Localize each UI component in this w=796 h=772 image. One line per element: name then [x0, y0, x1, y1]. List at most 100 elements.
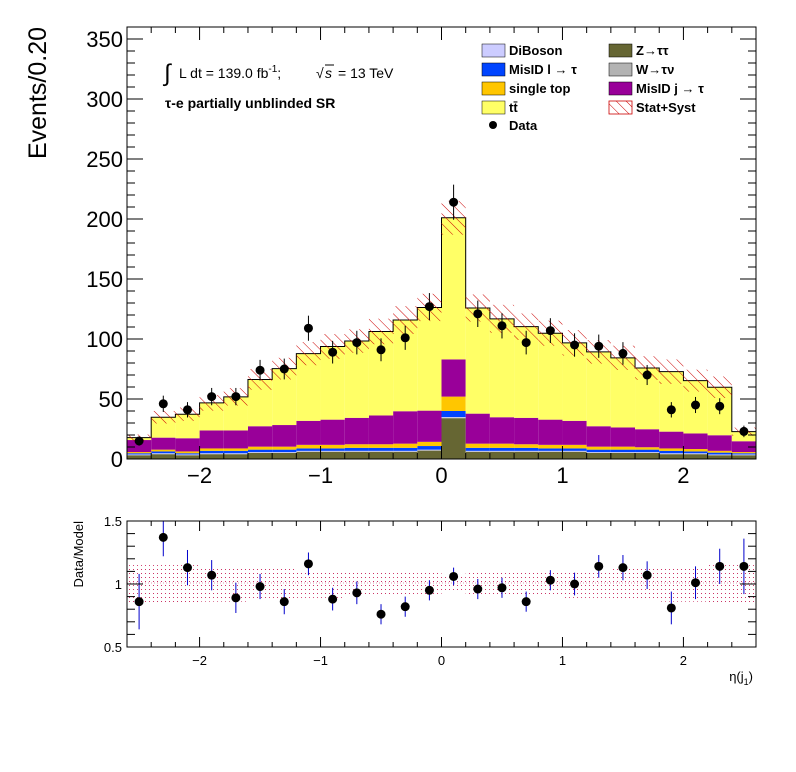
bar-z--18: [562, 451, 587, 459]
bar-single-top-25: [731, 452, 756, 454]
bar-tt--12: [417, 307, 442, 411]
bar-diboson-24: [707, 454, 732, 456]
bar-diboson-6: [272, 452, 297, 453]
bar-z--16: [514, 451, 539, 459]
legend: DiBoson MisID l → τ single top tt̄ Data …: [481, 43, 704, 133]
data-point-24: [715, 401, 725, 411]
legend-label-misid-j: MisID j → τ: [636, 81, 704, 96]
data-point-17: [545, 326, 555, 336]
bar-misid-j--17: [538, 419, 563, 445]
bar-single-top-21: [635, 447, 660, 450]
bar-misid-j--3: [199, 430, 224, 449]
legend-label-wtaunu: W→τν: [636, 62, 674, 77]
legend-label-data: Data: [509, 118, 538, 133]
bar-misid-j--18: [562, 420, 587, 445]
ratio-point-16: [521, 597, 531, 607]
y-tick-label: 350: [86, 27, 123, 52]
x-tick-label: −1: [308, 463, 333, 488]
bar-diboson-3: [199, 453, 224, 454]
x-axis-label: η(j1): [729, 669, 753, 687]
integral-sign: ∫: [162, 60, 172, 87]
ratio-point-11: [400, 602, 410, 612]
data-point-18: [570, 340, 580, 350]
data-point-6: [279, 364, 289, 374]
bar-misid-j--19: [586, 426, 611, 447]
bar-single-top-12: [417, 441, 442, 447]
legend-swatch-diboson: [481, 43, 506, 58]
bar-tt--19: [586, 351, 611, 427]
ratio-point-15: [497, 583, 507, 593]
stat-syst-bin-7: [296, 342, 321, 366]
bar-misid-j--25: [731, 441, 756, 453]
data-point-25: [739, 426, 749, 436]
bar-z--11: [393, 451, 418, 459]
ratio-x-tick-label: −1: [313, 653, 328, 668]
lumi-label: L dt = 139.0 fb-1;: [179, 64, 281, 81]
bar-misid-l--9: [344, 447, 369, 451]
ratio-point-19: [594, 561, 604, 571]
bar-single-top-13: [441, 396, 466, 411]
data-point-9: [352, 338, 362, 348]
bar-misid-j--12: [417, 410, 442, 442]
ratio-point-20: [618, 563, 628, 573]
data-point-0: [134, 436, 144, 446]
bar-misid-l--16: [514, 447, 539, 451]
bar-diboson-10: [368, 450, 394, 452]
bar-z--17: [538, 451, 563, 459]
ratio-point-9: [352, 588, 362, 598]
bar-diboson-25: [731, 454, 756, 456]
bar-misid-l--6: [272, 449, 297, 453]
ratio-point-23: [691, 578, 701, 588]
ratio-y-axis-label: Data/Model: [71, 521, 86, 588]
stat-syst-bin-1: [151, 410, 176, 424]
bar-single-top-2: [175, 451, 200, 454]
ratio-point-4: [231, 593, 241, 603]
bar-single-top-5: [247, 446, 273, 450]
bar-misid-j--22: [659, 431, 684, 449]
data-point-23: [691, 400, 701, 410]
stacked-histogram: [126, 217, 757, 459]
bar-w--13: [441, 417, 466, 419]
legend-swatch-misid-l: [481, 62, 506, 77]
bar-misid-j--9: [344, 417, 369, 445]
data-point-21: [642, 370, 652, 380]
bar-single-top-1: [151, 449, 176, 452]
x-tick-label: 1: [556, 463, 568, 488]
region-label: τ-e partially unblinded SR: [165, 95, 335, 111]
bar-single-top-0: [127, 452, 152, 454]
bar-single-top-16: [514, 444, 539, 448]
data-point-4: [231, 392, 241, 402]
bar-misid-j--2: [175, 438, 200, 452]
bar-diboson-20: [610, 452, 636, 453]
bar-z--2: [175, 455, 200, 459]
bar-diboson-15: [489, 450, 515, 452]
ratio-point-17: [545, 575, 555, 585]
bar-z--21: [635, 453, 660, 459]
ratio-point-3: [207, 570, 217, 580]
ratio-x-tick-label: 2: [680, 653, 687, 668]
bar-z--9: [344, 451, 369, 459]
bar-single-top-6: [272, 446, 297, 450]
legend-marker-data: [489, 121, 497, 129]
bar-diboson-2: [175, 454, 200, 456]
bar-misid-j--10: [368, 415, 394, 445]
bar-z--15: [489, 451, 515, 459]
bar-diboson-12: [417, 449, 442, 451]
bar-misid-l--17: [538, 448, 563, 451]
data-point-12: [424, 302, 434, 312]
ratio-point-2: [182, 563, 192, 573]
ratio-point-7: [303, 559, 313, 569]
y-tick-label: 250: [86, 147, 123, 172]
ratio-y-tick-label: 1.5: [104, 514, 122, 529]
energy-label: = 13 TeV: [338, 65, 394, 81]
bar-misid-l--14: [465, 447, 490, 451]
bar-z--25: [731, 455, 756, 459]
bar-misid-j--23: [683, 433, 708, 450]
bar-misid-l--21: [635, 449, 660, 453]
bar-single-top-4: [223, 448, 248, 451]
legend-swatch-stat-syst: [608, 100, 633, 115]
bar-diboson-5: [247, 452, 273, 453]
bar-z--8: [320, 451, 345, 459]
bar-misid-l--24: [707, 452, 732, 455]
bar-misid-l--7: [296, 448, 321, 451]
